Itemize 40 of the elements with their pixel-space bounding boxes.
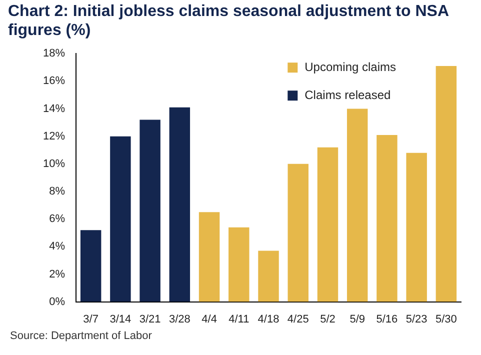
y-tick-label: 10%	[42, 158, 66, 170]
x-tick-label: 5/9	[350, 313, 365, 326]
x-tick-label: 3/14	[110, 313, 132, 326]
y-tick-label: 0%	[49, 296, 66, 308]
bar	[346, 108, 368, 302]
bar	[288, 164, 308, 302]
y-tick-label: 16%	[42, 75, 66, 88]
bar	[80, 230, 102, 302]
y-tick-label: 4%	[49, 240, 66, 253]
bar	[110, 136, 131, 302]
bar	[258, 250, 279, 302]
chart-title: Chart 2: Initial jobless claims seasonal adjustment to NSA figures (%)	[8, 2, 450, 40]
x-tick-label: 4/25	[287, 313, 309, 326]
bar	[198, 212, 220, 302]
x-tick-label: 5/30	[435, 313, 457, 326]
x-tick-label: 4/11	[228, 313, 250, 326]
bar	[436, 66, 457, 302]
y-tick-label: 12%	[42, 130, 66, 142]
x-tick-label: 5/23	[406, 313, 428, 326]
y-tick-label: 14%	[42, 102, 66, 115]
bar	[376, 134, 398, 302]
x-tick-label: 3/28	[168, 313, 190, 326]
x-tick-label: 3/21	[139, 313, 161, 326]
source-note: Source: Department of Labor	[10, 330, 152, 342]
y-tick-label: 6%	[49, 213, 66, 226]
x-tick-label: 3/7	[83, 313, 98, 326]
bar	[228, 227, 250, 302]
bar	[406, 152, 427, 302]
legend-label: Claims released	[304, 88, 391, 102]
bar	[140, 120, 160, 302]
bar	[317, 147, 338, 302]
y-tick-label: 18%	[42, 48, 66, 60]
x-tick-label: 4/18	[258, 313, 280, 326]
x-tick-label: 4/4	[202, 313, 217, 326]
x-tick-label: 5/16	[376, 313, 398, 326]
y-tick-label: 8%	[49, 186, 66, 198]
x-tick-label: 5/2	[320, 313, 336, 326]
y-tick-label: 2%	[49, 268, 66, 280]
legend-label: Upcoming claims	[304, 60, 396, 74]
bar	[169, 107, 190, 302]
